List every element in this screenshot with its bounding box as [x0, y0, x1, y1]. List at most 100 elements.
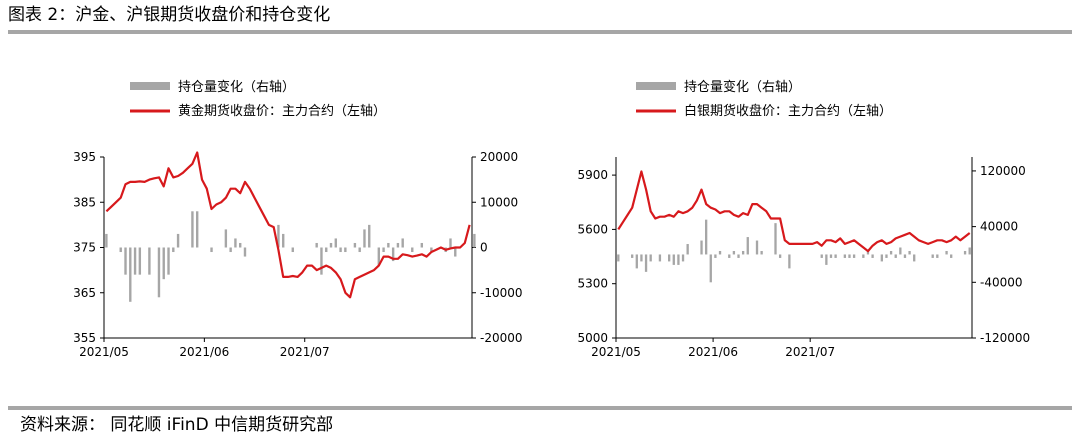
oi-change-bar [133, 247, 137, 275]
oi-change-bar [124, 247, 127, 275]
oi-change-bar [820, 254, 823, 258]
oi-change-bar [760, 250, 763, 255]
oi-change-bar [829, 254, 833, 258]
x-tick-label: 2021/06 [688, 345, 738, 359]
oi-change-bar [889, 250, 893, 255]
oi-change-bar [894, 254, 897, 258]
oi-change-bar [913, 254, 916, 262]
right-tick-label: 20000 [480, 150, 518, 164]
oi-change-bar [714, 254, 717, 258]
oi-change-bar [329, 242, 333, 248]
oi-change-bar [737, 254, 740, 258]
gold-chart: 持仓量变化（右轴） 黄金期货收盘价：主力合约（左轴） 355 365 375 385 3… [73, 79, 522, 359]
oi-change-bar [617, 254, 620, 262]
oi-change-bar [700, 240, 703, 255]
oi-change-bar [866, 250, 870, 255]
oi-change-bar [843, 254, 847, 258]
oi-change-bar [741, 250, 745, 255]
oi-change-bar [848, 254, 851, 258]
oi-change-bar [129, 247, 132, 302]
oi-change-bar [871, 254, 874, 258]
oi-change-bar [705, 219, 708, 255]
left-tick-label: 5900 [577, 168, 608, 182]
oi-change-bar [353, 242, 357, 248]
legend-line-label: 黄金期货收盘价：主力合约（左轴） [178, 103, 386, 119]
oi-change-bar [862, 254, 865, 258]
left-tick-label: 5600 [577, 222, 608, 236]
right-tick-label: 10000 [480, 195, 518, 209]
oi-change-bar [148, 247, 151, 275]
oi-change-bar [672, 254, 675, 265]
oi-change-bar [196, 211, 199, 248]
oi-change-bar [339, 247, 342, 253]
oi-change-bar [746, 237, 749, 255]
oi-change-bar [210, 247, 213, 253]
oi-change-bar [368, 224, 371, 248]
oi-change-bar [282, 233, 285, 248]
figure-title: 图表 2：沪金、沪银期货收盘价和持仓变化 [8, 5, 331, 25]
oi-change-bar [291, 247, 294, 253]
price-line [617, 170, 971, 253]
x-tick-label: 2021/06 [179, 345, 229, 359]
silver-chart: 持仓量变化（右轴） 白银期货收盘价：主力合约（左轴） 5000 5300 5600 5… [577, 79, 1030, 359]
oi-change-bar [732, 250, 736, 255]
oi-change-bar [631, 254, 634, 258]
oi-change-bar [243, 247, 247, 257]
x-tick-label: 2021/05 [591, 345, 641, 359]
oi-change-bar [774, 223, 777, 255]
oi-change-bar [387, 242, 390, 248]
oi-change-bar [880, 254, 883, 262]
oi-change-bar [718, 250, 722, 255]
oi-change-bar [755, 240, 759, 255]
right-tick-label: -20000 [480, 331, 523, 345]
oi-change-bar [473, 233, 476, 248]
left-tick-label: 365 [73, 286, 96, 300]
oi-change-bar [325, 247, 328, 253]
oi-change-bar [454, 247, 457, 257]
oi-change-bar [931, 254, 934, 258]
legend-bar-swatch [130, 82, 170, 90]
price-line [105, 151, 471, 299]
oi-change-bar [167, 247, 170, 275]
oi-change-bar [191, 211, 194, 248]
legend-bar-label: 持仓量变化（右轴） [684, 79, 801, 95]
left-tick-label: 375 [73, 241, 96, 255]
oi-change-bar [172, 247, 175, 253]
legend-line-label: 白银期货收盘价：主力合约（左轴） [684, 103, 892, 119]
right-tick-label: 0 [480, 241, 488, 255]
oi-change-bar [377, 247, 380, 266]
oi-change-bar [968, 247, 971, 255]
right-tick-label: 40000 [980, 220, 1018, 234]
right-tick-label: 120000 [980, 164, 1026, 178]
oi-change-bar [391, 247, 395, 262]
oi-change-bar [899, 247, 902, 255]
oi-change-bar [358, 247, 361, 253]
legend: 持仓量变化（右轴） 黄金期货收盘价：主力合约（左轴） [130, 79, 386, 119]
oi-change-bar [677, 254, 680, 265]
oi-change-bar [176, 233, 180, 248]
legend: 持仓量变化（右轴） 白银期货收盘价：主力合约（左轴） [636, 79, 892, 119]
oi-change-bar [277, 224, 280, 248]
top-divider [8, 30, 1072, 34]
bottom-divider [8, 406, 1072, 410]
oi-change-bar [681, 254, 685, 262]
oi-change-bar [382, 247, 385, 253]
x-tick-label: 2021/05 [79, 345, 129, 359]
oi-change-bar [449, 238, 452, 248]
oi-change-bar [411, 247, 414, 253]
oi-change-bar [105, 233, 108, 248]
left-tick-label: 385 [73, 195, 96, 209]
oi-change-bar [224, 229, 228, 248]
oi-change-bar [363, 229, 366, 248]
left-tick-label: 5300 [577, 277, 608, 291]
oi-change-bar [157, 247, 161, 298]
left-tick-label: 355 [73, 331, 96, 345]
oi-change-bar [320, 247, 323, 275]
oi-change-bar [138, 247, 142, 275]
oi-change-bar [686, 244, 689, 255]
oi-change-bar [852, 254, 856, 258]
oi-change-bar [885, 254, 888, 258]
oi-change-bar [239, 242, 242, 248]
oi-change-bar [728, 254, 731, 258]
